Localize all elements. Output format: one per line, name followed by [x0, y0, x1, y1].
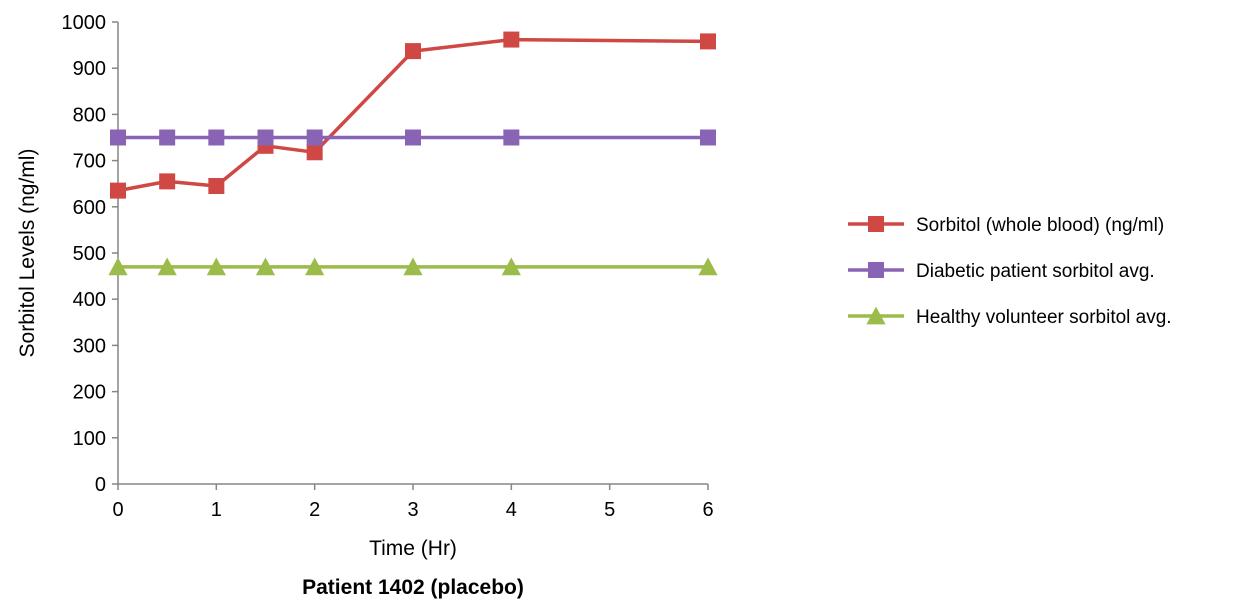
y-tick-label: 400 [73, 289, 106, 311]
data-point [159, 129, 176, 146]
y-tick-label: 200 [73, 382, 106, 404]
data-point [159, 173, 176, 190]
y-tick-label: 700 [73, 151, 106, 173]
data-point [305, 257, 325, 276]
y-tick-label: 100 [73, 428, 106, 450]
y-axis-title: Sorbitol Levels (ng/ml) [16, 149, 39, 358]
data-point [110, 129, 126, 146]
data-point [208, 178, 225, 195]
chart-title: Patient 1402 (placebo) [302, 576, 524, 599]
y-tick-label: 600 [73, 197, 106, 219]
x-tick-label: 2 [309, 499, 320, 521]
data-point [157, 257, 177, 276]
data-point [208, 129, 225, 146]
y-tick-label: 900 [73, 58, 106, 80]
data-point [405, 129, 421, 146]
x-tick-label: 4 [506, 499, 517, 521]
y-tick-label: 300 [73, 335, 106, 357]
data-point [108, 257, 128, 276]
legend: Sorbitol (whole blood) (ng/ml) Diabetic p… [848, 215, 1172, 328]
x-tick-label: 0 [112, 499, 123, 521]
legend-marker [866, 306, 886, 325]
data-point [255, 257, 276, 276]
x-tick-label: 3 [407, 499, 418, 521]
y-tick-label: 0 [95, 474, 106, 496]
data-point [501, 257, 521, 276]
series-3 [108, 257, 718, 276]
chart-axes: 0 100 200 300 400 500 600 700 800 900 1000 0 1 2 3 4 5 6 [62, 12, 714, 521]
data-point [403, 257, 423, 276]
legend-item: Sorbitol (whole blood) (ng/ml) [848, 215, 1164, 236]
data-point [306, 129, 323, 146]
data-point [306, 144, 323, 161]
data-point [257, 129, 274, 146]
x-tick-label: 1 [211, 499, 222, 521]
legend-marker [868, 216, 884, 232]
y-tick-label: 800 [73, 104, 106, 126]
legend-label: Diabetic patient sorbitol avg. [916, 261, 1155, 282]
x-tick-label: 6 [702, 499, 713, 521]
series-layer [108, 31, 718, 276]
data-point [503, 129, 520, 146]
data-point [405, 43, 421, 60]
data-point [503, 31, 520, 48]
y-tick-label: 500 [73, 243, 106, 265]
data-point [110, 182, 126, 199]
data-point [698, 257, 718, 276]
legend-label: Sorbitol (whole blood) (ng/ml) [916, 215, 1164, 236]
x-axis-title: Time (Hr) [369, 537, 457, 560]
series-1 [110, 31, 716, 199]
data-point [700, 33, 716, 50]
data-point [700, 129, 716, 146]
series-2 [110, 129, 716, 146]
data-point [206, 257, 226, 276]
y-tick-label: 1000 [62, 12, 107, 34]
legend-marker [868, 262, 884, 278]
legend-item: Healthy volunteer sorbitol avg. [848, 306, 1172, 328]
legend-label: Healthy volunteer sorbitol avg. [916, 307, 1172, 328]
series-line [117, 37, 709, 193]
legend-item: Diabetic patient sorbitol avg. [848, 261, 1155, 282]
x-tick-label: 5 [604, 499, 615, 521]
